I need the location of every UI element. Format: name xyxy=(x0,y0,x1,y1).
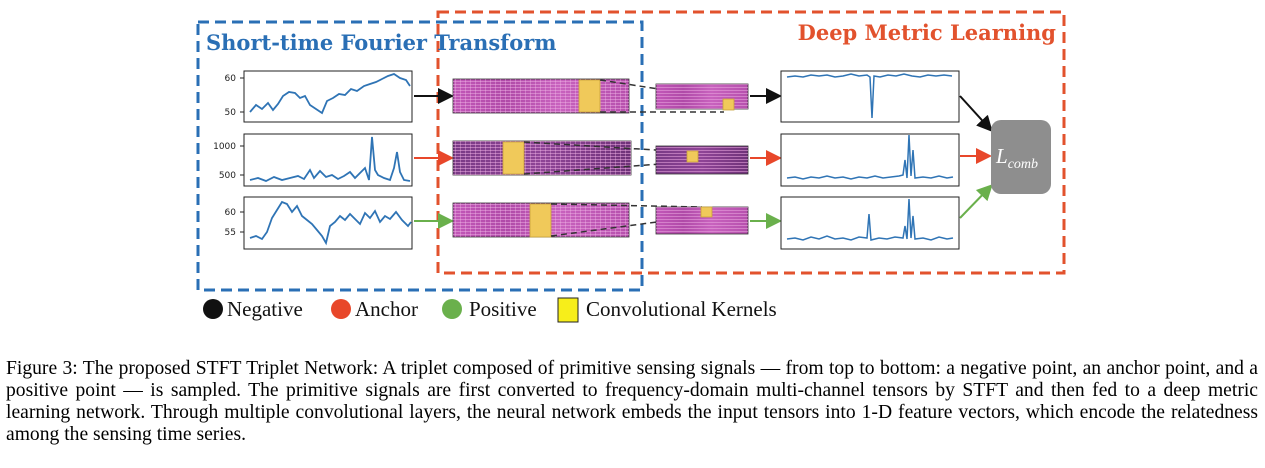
loss-symbol: Lcomb xyxy=(995,144,1038,172)
anchor-tick-low: 500 xyxy=(219,171,236,181)
negative-kernel-large xyxy=(578,79,601,113)
legend-positive-label: Positive xyxy=(469,297,537,321)
positive-signal-line xyxy=(249,200,412,246)
legend-anchor-label: Anchor xyxy=(355,297,418,321)
anchor-signal-line xyxy=(249,136,411,182)
positive-tick-low: 55 xyxy=(225,228,236,238)
legend-anchor-marker xyxy=(331,299,351,319)
negative-kernel-small xyxy=(722,98,735,111)
legend-negative-label: Negative xyxy=(227,297,303,321)
legend-positive-marker xyxy=(442,299,462,319)
negative-row: 60 50 xyxy=(225,70,993,132)
figure-caption: Figure 3: The proposed STFT Triplet Netw… xyxy=(6,358,1258,445)
stft-region-box xyxy=(196,20,644,292)
negative-signal-line xyxy=(249,73,411,115)
negative-embedding-line xyxy=(786,73,953,119)
dml-region-box xyxy=(436,10,1066,275)
dml-label: Deep Metric Learning xyxy=(798,20,1057,45)
stft-triplet-network-figure: Short-time Fourier Transform Deep Metric… xyxy=(196,10,1066,323)
figure-canvas: Short-time Fourier Transform Deep Metric… xyxy=(196,10,1066,323)
legend: Negative Anchor Positive Convolutional K… xyxy=(203,297,777,323)
anchor-kernel-small xyxy=(686,150,699,163)
anchor-embedding-line xyxy=(786,134,954,180)
negative-tick-high: 60 xyxy=(225,74,237,84)
loss-node xyxy=(991,120,1051,194)
positive-arrow-3 xyxy=(959,184,993,219)
stft-label: Short-time Fourier Transform xyxy=(206,30,557,55)
positive-embedding-line xyxy=(786,198,954,241)
legend-kernel-label: Convolutional Kernels xyxy=(586,297,777,321)
negative-signal-plot xyxy=(243,70,413,123)
anchor-row: 1000 500 xyxy=(213,133,992,187)
positive-tick-high: 60 xyxy=(225,208,237,218)
positive-kernel-small xyxy=(700,206,713,218)
anchor-tick-high: 1000 xyxy=(213,142,236,152)
positive-row: 60 55 xyxy=(225,184,993,250)
positive-kernel-large xyxy=(529,203,552,238)
positive-signal-plot xyxy=(243,196,413,250)
anchor-kernel-large xyxy=(502,141,525,175)
legend-negative-marker xyxy=(203,299,223,319)
negative-tick-low: 50 xyxy=(225,108,237,118)
negative-arrow-3 xyxy=(959,95,993,132)
legend-kernel-marker xyxy=(557,297,579,323)
